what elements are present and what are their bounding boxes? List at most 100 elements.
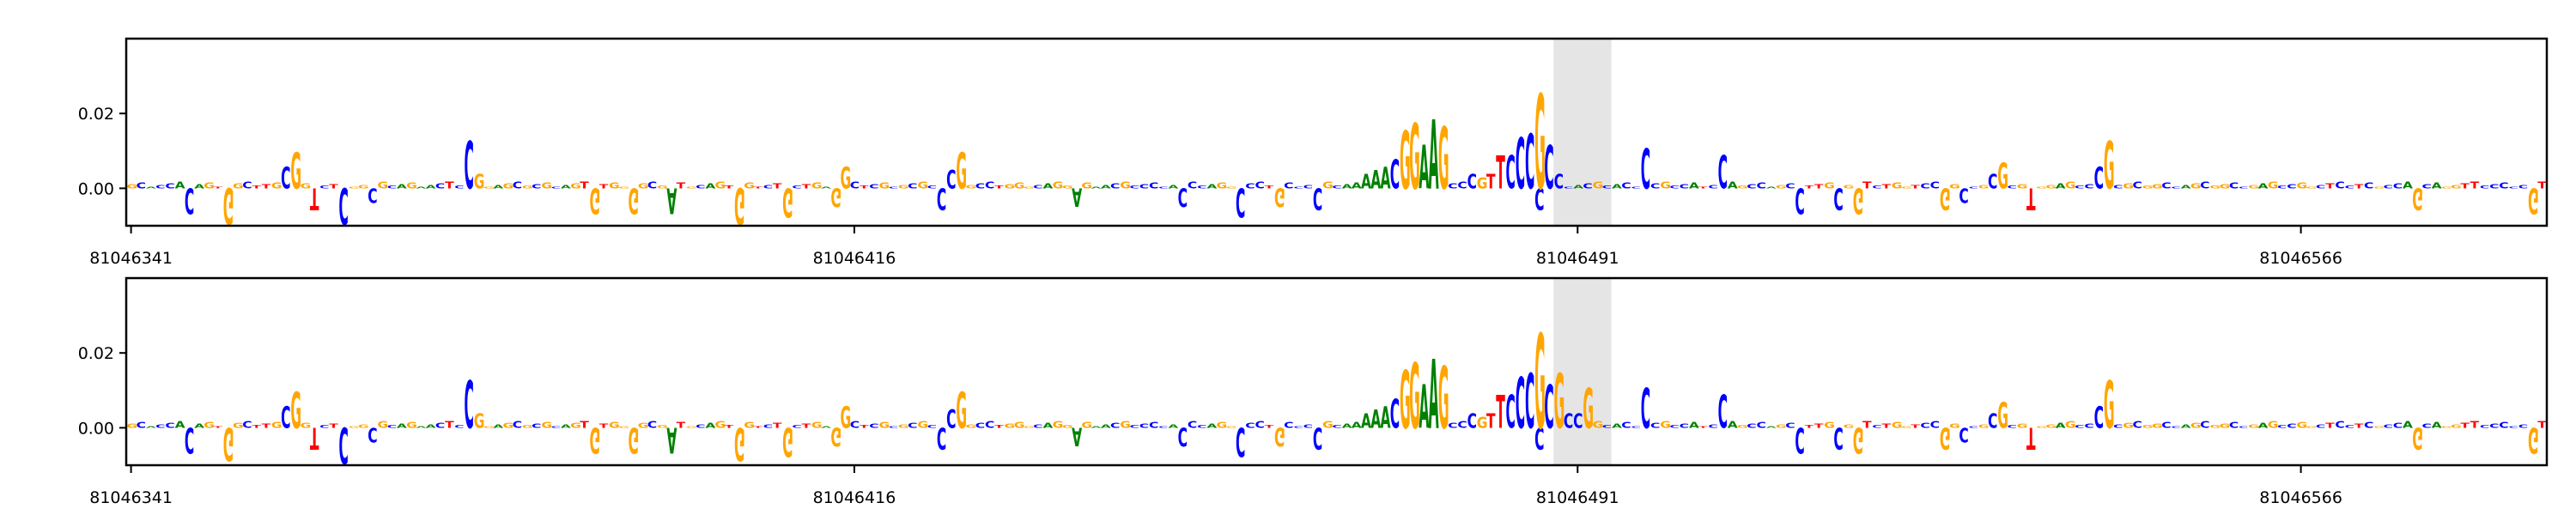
svg-text:G: G: [2065, 421, 2076, 431]
svg-text:G: G: [223, 416, 234, 469]
svg-text:C: C: [1197, 185, 1206, 190]
svg-text:C: C: [2518, 423, 2528, 428]
logo-letter-motif: C: [2094, 401, 2104, 435]
svg-text:A: A: [426, 423, 436, 428]
logo-letter-negative: C: [185, 179, 194, 221]
logo-letter: T: [1882, 183, 1893, 190]
logo-letter: C: [1188, 181, 1197, 191]
logo-letter: G: [1024, 426, 1035, 428]
svg-text:C: C: [1293, 426, 1303, 428]
svg-text:A: A: [1361, 170, 1372, 193]
logo-letter-motif: C: [1988, 170, 1997, 193]
logo-letter: C: [137, 421, 146, 430]
logo-letter: C: [850, 421, 860, 431]
svg-text:C: C: [927, 425, 937, 429]
svg-text:C: C: [1139, 422, 1149, 429]
svg-text:T: T: [677, 421, 686, 430]
svg-text:C: C: [1669, 185, 1679, 190]
logo-letter-motif: G: [956, 143, 967, 201]
logo-letter: C: [1631, 426, 1640, 428]
logo-letter: C: [1669, 425, 1679, 429]
logo-letter: T: [1882, 422, 1893, 429]
logo-letter: C: [1149, 181, 1158, 191]
svg-text:C: C: [1534, 180, 1544, 215]
logo-letter: A: [1352, 181, 1362, 191]
svg-text:T: T: [599, 422, 610, 429]
logo-letter-negative: T: [310, 180, 319, 215]
logo-letter: A: [397, 183, 408, 190]
logo-letter: G: [2373, 426, 2385, 428]
logo-letter-motif: C: [1564, 409, 1573, 433]
logo-letter: T: [994, 425, 1004, 429]
svg-text:C: C: [1988, 409, 1997, 433]
logo-letter: G: [541, 421, 552, 430]
logo-letter: G: [126, 183, 137, 190]
logo-letter-motif: G: [290, 383, 301, 440]
svg-text:C: C: [889, 186, 898, 189]
logo-letter: C: [1158, 426, 1168, 428]
svg-text:G: G: [2142, 425, 2154, 429]
logo-letter: C: [1747, 422, 1756, 429]
logo-letter: G: [377, 181, 388, 191]
svg-text:T: T: [445, 421, 454, 431]
logo-letter: G: [2220, 183, 2231, 190]
svg-text:C: C: [1872, 185, 1881, 190]
logo-letter: C: [1284, 421, 1293, 430]
svg-text:G: G: [966, 423, 977, 428]
logo-letter: C: [1602, 185, 1612, 190]
logo-letter: G: [2248, 184, 2259, 189]
logo-letter: T: [214, 186, 223, 189]
svg-text:C: C: [2171, 186, 2180, 189]
logo-letter: C: [2113, 184, 2123, 189]
svg-text:C: C: [2229, 181, 2239, 191]
svg-text:C: C: [1920, 421, 1929, 429]
svg-text:G: G: [1217, 181, 1228, 191]
logo-letter: G: [1844, 423, 1855, 428]
logo-letter: A: [426, 423, 436, 428]
logo-letter: C: [696, 423, 705, 428]
svg-text:C: C: [763, 184, 773, 189]
svg-text:C: C: [1149, 421, 1158, 430]
svg-text:C: C: [1988, 170, 1997, 193]
svg-text:A: A: [1370, 166, 1381, 195]
logo-letter: A: [1689, 181, 1699, 191]
svg-text:G: G: [2065, 181, 2076, 191]
logo-letter: C: [792, 425, 801, 429]
logo-letter: A: [1612, 422, 1623, 429]
svg-text:C: C: [465, 128, 474, 204]
logo-letter: G: [1226, 186, 1237, 189]
logo-letter: C: [2239, 426, 2248, 428]
logo-letter: A: [426, 184, 436, 189]
logo-letter-motif: C: [1505, 148, 1515, 200]
logo-letter: G: [1844, 184, 1855, 189]
svg-text:G: G: [590, 419, 601, 460]
logo-letter-negative: C: [1236, 178, 1245, 224]
logo-letter: C: [2171, 186, 2180, 189]
logo-letter: C: [1457, 421, 1467, 431]
logo-letter: A: [1573, 184, 1583, 189]
svg-text:G: G: [271, 421, 283, 430]
svg-text:C: C: [551, 186, 561, 189]
logo-letter: G: [502, 421, 513, 429]
svg-text:C: C: [2075, 185, 2084, 190]
svg-text:C: C: [1129, 425, 1139, 429]
svg-text:G: G: [628, 179, 639, 221]
svg-text:A: A: [493, 423, 503, 428]
svg-text:C: C: [185, 419, 194, 460]
svg-text:C: C: [1708, 423, 1717, 428]
svg-text:T: T: [1882, 422, 1893, 429]
logo-letter-negative: A: [666, 179, 677, 221]
y-tick-label: 0.02: [78, 105, 114, 124]
logo-letter: C: [2084, 183, 2093, 190]
svg-text:G: G: [2142, 185, 2154, 190]
svg-text:G: G: [2209, 425, 2221, 429]
svg-text:G: G: [1120, 421, 1131, 431]
svg-text:C: C: [155, 184, 165, 189]
logo-letter-negative: C: [1534, 420, 1544, 454]
svg-text:A: A: [1419, 373, 1429, 442]
logo-letter: T: [1814, 422, 1825, 429]
logo-letter-motif: T: [1496, 387, 1505, 439]
svg-text:C: C: [2489, 422, 2499, 429]
svg-text:G: G: [628, 419, 639, 460]
logo-letter: C: [1284, 181, 1293, 191]
